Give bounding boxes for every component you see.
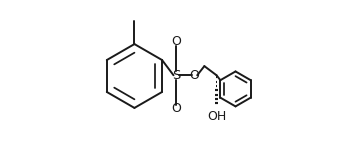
Text: S: S [172, 69, 181, 82]
Text: O: O [171, 102, 181, 115]
Text: O: O [189, 69, 199, 82]
Text: OH: OH [207, 110, 226, 123]
Text: O: O [171, 35, 181, 48]
